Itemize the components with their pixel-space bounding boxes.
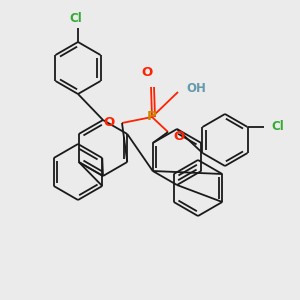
Text: O: O (104, 116, 115, 130)
Text: O: O (141, 66, 153, 79)
Text: P: P (147, 110, 157, 124)
Text: OH: OH (186, 82, 206, 94)
Text: Cl: Cl (70, 12, 83, 25)
Text: Cl: Cl (271, 121, 284, 134)
Text: O: O (173, 130, 184, 142)
